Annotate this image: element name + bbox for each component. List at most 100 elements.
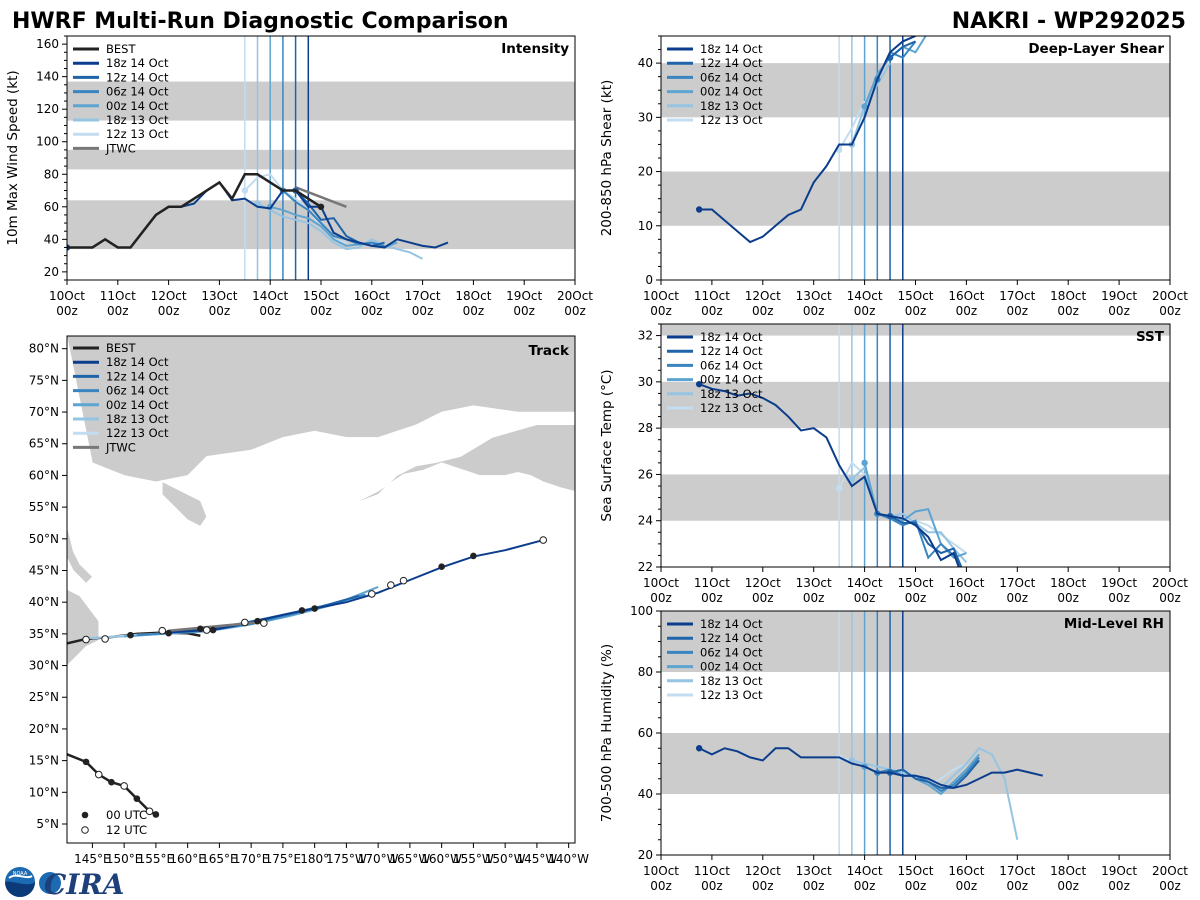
sst-series-1 [889, 515, 963, 567]
sst-panel: 22242628303210Oct00z11Oct00z12Oct00z13Oc… [599, 323, 1188, 605]
track-lon-label-11: 160°W [421, 852, 462, 866]
intensity-xtick-label-7: 17Oct [405, 289, 441, 303]
sst-xtick-label-6: 16Oct [948, 576, 984, 590]
track-marker-00utc-4 [254, 617, 261, 625]
land-polygon-0 [67, 336, 575, 505]
track-lon-label-6: 175°E [265, 852, 302, 866]
rh-xtick-label-3-hour: 00z [803, 879, 825, 893]
sst-ytick-label-5: 32 [638, 329, 653, 343]
track-lon-label-13: 150°W [485, 852, 526, 866]
track-marker-legend-12utc-label: 12 UTC [106, 823, 147, 837]
shear-legend-label-4: 18z 13 Oct [700, 99, 763, 113]
shear-series-1 [889, 40, 916, 59]
track-lat-label-13: 70°N [29, 405, 59, 419]
sst-xtick-label-2-hour: 00z [752, 591, 774, 605]
sst-plot-area [661, 324, 1170, 567]
sst-series-4-init-dot [848, 475, 856, 483]
intensity-legend-label-0: BEST [106, 42, 136, 56]
shear-xtick-label-8-hour: 00z [1057, 304, 1079, 318]
track-lat-label-3: 20°N [29, 722, 59, 736]
land-polygon-3 [67, 589, 100, 666]
track-marker-00utc-12 [152, 811, 160, 818]
track-lat-label-0: 5°N [36, 817, 59, 831]
track-legend-label-6: 12z 13 Oct [106, 426, 169, 440]
rh-xtick-label-4: 14Oct [847, 864, 883, 878]
track-series-1 [162, 594, 360, 634]
intensity-xtick-label-6-hour: 00z [361, 304, 383, 318]
land-polygon-2 [67, 526, 93, 584]
rh-panel: 2040608010010Oct00z11Oct00z12Oct00z13Oct… [599, 604, 1188, 893]
rh-title: Mid-Level RH [1064, 616, 1164, 632]
figure-title: HWRF Multi-Run Diagnostic Comparison [12, 9, 509, 34]
track-marker-12utc-6 [387, 581, 395, 589]
shear-xtick-label-3: 13Oct [796, 289, 832, 303]
track-marker-00utc-3 [209, 626, 217, 634]
shear-series-3-init-dot [861, 103, 868, 110]
intensity-series-5-init-dot [241, 187, 248, 194]
shear-plot-area [661, 36, 1170, 280]
track-legend-label-5: 18z 13 Oct [106, 412, 169, 426]
intensity-jtwc-line [295, 186, 347, 208]
shear-xtick-label-9: 19Oct [1101, 289, 1137, 303]
track-marker-00utc-8 [470, 552, 477, 560]
track-lat-label-2: 15°N [29, 754, 59, 768]
shear-ytick-label-1: 10 [638, 219, 653, 233]
sst-series-5-init-dot [835, 485, 843, 492]
intensity-band-2 [67, 81, 575, 121]
shear-xtick-label-3-hour: 00z [803, 304, 825, 318]
intensity-legend-label-1: 18z 14 Oct [106, 56, 169, 70]
shear-series-0-init-dot [695, 206, 703, 213]
sst-xtick-label-4-hour: 00z [854, 591, 876, 605]
sst-xtick-label-6-hour: 00z [956, 591, 978, 605]
track-marker-12utc-4 [241, 618, 249, 627]
rh-xtick-label-2-hour: 00z [752, 879, 774, 893]
shear-xtick-label-0: 10Oct [643, 289, 679, 303]
shear-title: Deep-Layer Shear [1028, 41, 1164, 57]
rh-ytick-label-4: 100 [630, 604, 653, 618]
shear-xtick-label-2-hour: 00z [752, 304, 774, 318]
sst-band-2 [661, 324, 1170, 336]
shear-xtick-label-8: 18Oct [1050, 289, 1086, 303]
track-legend-label-7: JTWC [105, 440, 136, 454]
sst-xtick-label-5-hour: 00z [905, 591, 927, 605]
track-marker-12utc-3 [202, 626, 211, 634]
shear-series-0 [699, 36, 916, 244]
sst-xtick-label-4: 14Oct [847, 576, 883, 590]
sst-legend-label-4: 18z 13 Oct [700, 387, 763, 401]
shear-xtick-label-5: 15Oct [897, 289, 933, 303]
intensity-xtick-label-3-hour: 00z [209, 304, 231, 318]
track-lon-label-3: 160°E [169, 852, 206, 866]
track-lon-label-0: 145°E [74, 852, 111, 866]
rh-series-0-init-dot [695, 745, 703, 752]
shear-ytick-label-4: 40 [638, 56, 653, 70]
intensity-ytick-label-3: 80 [44, 167, 59, 181]
sst-ytick-label-1: 24 [638, 514, 653, 528]
rh-xtick-label-4-hour: 00z [854, 879, 876, 893]
track-marker-12utc-5 [260, 619, 268, 627]
track-lon-label-4: 165°E [201, 852, 238, 866]
rh-xtick-label-1: 11Oct [694, 864, 730, 878]
sst-legend-label-1: 12z 14 Oct [700, 344, 763, 358]
track-series-0 [162, 539, 544, 634]
storm-id-title: NAKRI - WP292025 [952, 9, 1186, 34]
sst-xtick-label-10: 20Oct [1152, 576, 1188, 590]
track-lat-label-12: 65°N [29, 437, 59, 451]
sst-xtick-label-7: 17Oct [999, 576, 1035, 590]
intensity-plot-area [67, 36, 575, 280]
rh-xtick-label-10-hour: 00z [1159, 879, 1181, 893]
track-marker-12utc-2 [158, 626, 167, 635]
intensity-xtick-label-5: 15Oct [303, 289, 339, 303]
track-marker-12utc-1 [101, 635, 109, 643]
track-series-2 [136, 593, 366, 637]
shear-xtick-label-10-hour: 00z [1159, 304, 1181, 318]
track-marker-00utc-7 [438, 563, 445, 570]
intensity-ytick-label-6: 140 [36, 70, 59, 84]
shear-xtick-label-1-hour: 00z [701, 304, 723, 318]
sst-xtick-label-2: 12Oct [745, 576, 781, 590]
rh-legend-label-3: 00z 14 Oct [700, 660, 763, 674]
rh-xtick-label-9-hour: 00z [1108, 879, 1130, 893]
shear-band-0 [661, 171, 1170, 226]
sst-series-3-init-dot [861, 459, 868, 467]
rh-legend-label-2: 06z 14 Oct [700, 645, 763, 659]
